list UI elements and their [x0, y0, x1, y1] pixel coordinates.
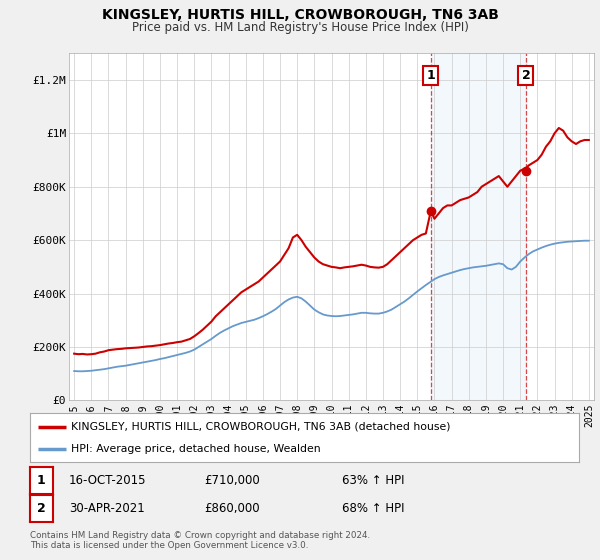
Text: KINGSLEY, HURTIS HILL, CROWBOROUGH, TN6 3AB: KINGSLEY, HURTIS HILL, CROWBOROUGH, TN6 …	[101, 8, 499, 22]
Text: 68% ↑ HPI: 68% ↑ HPI	[342, 502, 404, 515]
Text: 1: 1	[427, 69, 435, 82]
Text: 2: 2	[521, 69, 530, 82]
Text: £860,000: £860,000	[204, 502, 260, 515]
Text: 63% ↑ HPI: 63% ↑ HPI	[342, 474, 404, 487]
Text: 16-OCT-2015: 16-OCT-2015	[69, 474, 146, 487]
Text: £710,000: £710,000	[204, 474, 260, 487]
Text: 2: 2	[37, 502, 46, 515]
Text: KINGSLEY, HURTIS HILL, CROWBOROUGH, TN6 3AB (detached house): KINGSLEY, HURTIS HILL, CROWBOROUGH, TN6 …	[71, 422, 451, 432]
Bar	[431, 53, 526, 400]
Text: 30-APR-2021: 30-APR-2021	[69, 502, 145, 515]
Text: 1: 1	[37, 474, 46, 487]
Text: HPI: Average price, detached house, Wealden: HPI: Average price, detached house, Weal…	[71, 444, 321, 454]
Text: Price paid vs. HM Land Registry's House Price Index (HPI): Price paid vs. HM Land Registry's House …	[131, 21, 469, 34]
Text: Contains HM Land Registry data © Crown copyright and database right 2024.
This d: Contains HM Land Registry data © Crown c…	[30, 531, 370, 550]
